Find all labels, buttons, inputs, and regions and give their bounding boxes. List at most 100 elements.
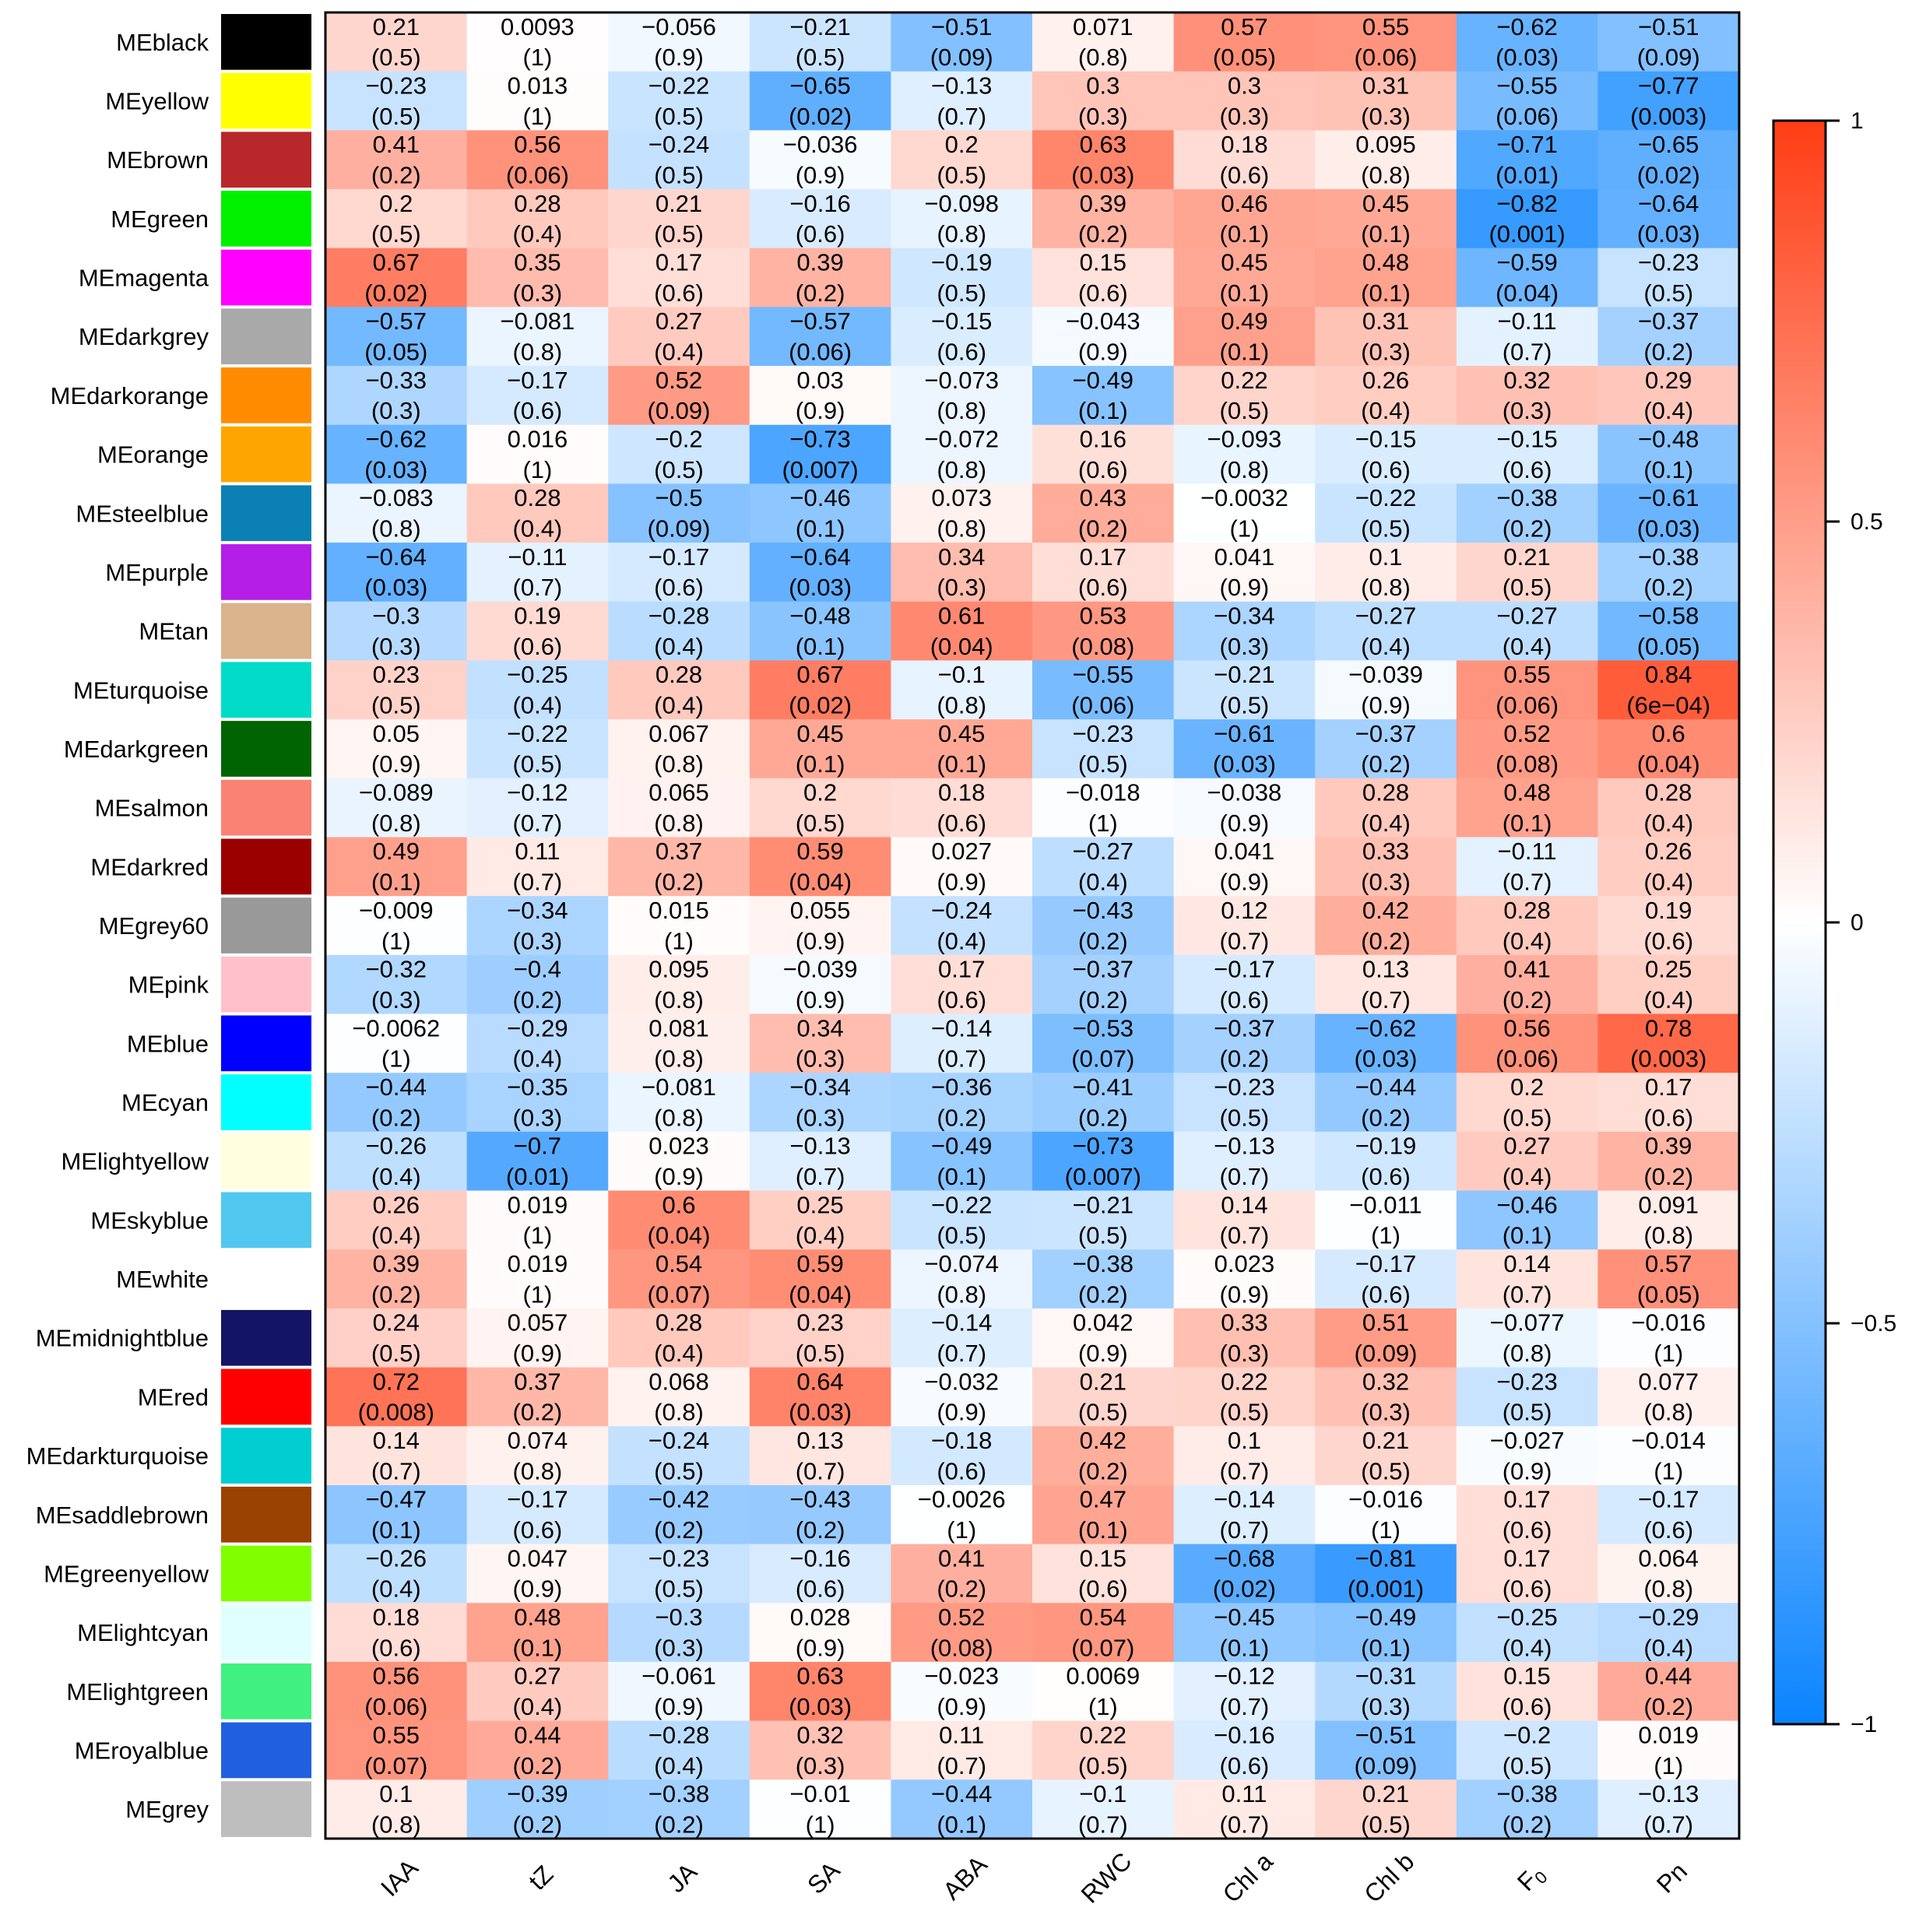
cell-correlation: 0.41 [373, 131, 420, 158]
heatmap-cell [1315, 248, 1457, 307]
heatmap-cell [1032, 130, 1175, 190]
cell-pvalue: (0.8) [1220, 456, 1270, 483]
heatmap-cell [1456, 1484, 1598, 1545]
module-label: MEred [138, 1383, 209, 1410]
module-swatch [221, 1074, 311, 1130]
heatmap-cell [466, 307, 609, 367]
cell-correlation: 0.42 [1080, 1427, 1126, 1454]
cell-correlation: 0.2 [1510, 1073, 1544, 1101]
cell-pvalue: (0.9) [937, 1399, 986, 1426]
cell-pvalue: (0.8) [937, 220, 986, 248]
cell-correlation: 0.67 [373, 248, 420, 276]
cell-correlation: 0.33 [1221, 1309, 1267, 1337]
cell-pvalue: (0.4) [654, 633, 704, 660]
heatmap-cell [466, 248, 609, 307]
cell-correlation: 0.39 [1645, 1133, 1692, 1160]
cell-pvalue: (0.3) [1220, 633, 1270, 660]
cell-correlation: 0.073 [931, 484, 992, 511]
heatmap-cell [466, 483, 609, 543]
heatmap-cell [1315, 1720, 1457, 1780]
heatmap-cell [1597, 719, 1740, 779]
cell-correlation: −0.009 [359, 897, 434, 924]
heatmap-cell [1032, 1013, 1175, 1073]
cell-correlation: −0.38 [1496, 484, 1557, 511]
cell-pvalue: (0.04) [789, 869, 852, 896]
cell-correlation: 0.39 [796, 248, 843, 276]
cell-pvalue: (0.2) [1503, 515, 1552, 543]
heatmap-cell [1456, 366, 1598, 426]
colorbar: 1 0.5 0 −0.5 −1 [1772, 108, 1896, 1737]
heatmap-cell [1597, 1308, 1740, 1368]
module-swatch [221, 191, 311, 247]
heatmap-cell [891, 424, 1033, 484]
cell-pvalue: (0.7) [1220, 1163, 1270, 1190]
heatmap-cell [1173, 1367, 1316, 1427]
cell-correlation: −0.55 [1073, 661, 1133, 688]
heatmap-cell [891, 778, 1033, 838]
trait-label: RWC [1075, 1847, 1137, 1909]
cell-pvalue: (0.9) [796, 161, 845, 188]
heatmap-cell [1456, 307, 1598, 367]
heatmap-cell [749, 1544, 891, 1604]
module-label: MEskyblue [90, 1207, 209, 1234]
heatmap-cell [891, 189, 1033, 249]
cell-correlation: −0.57 [789, 307, 850, 335]
cell-correlation: −0.49 [931, 1133, 992, 1160]
cell-correlation: −0.39 [507, 1780, 568, 1807]
cell-pvalue: (0.7) [1503, 338, 1552, 365]
cell-correlation: 0.019 [1638, 1721, 1699, 1748]
heatmap-cell [608, 896, 750, 956]
cell-pvalue: (0.03) [789, 574, 852, 601]
cell-pvalue: (0.9) [654, 1163, 704, 1190]
cell-correlation: −0.077 [1490, 1309, 1565, 1337]
cell-pvalue: (0.8) [937, 692, 986, 719]
cell-correlation: 0.14 [373, 1427, 420, 1454]
cell-correlation: −0.12 [1214, 1663, 1274, 1690]
cell-correlation: 0.23 [373, 661, 420, 688]
cell-correlation: 0.33 [1362, 838, 1409, 865]
heatmap-cell [1315, 954, 1457, 1015]
heatmap-cell [466, 1720, 609, 1780]
cell-pvalue: (0.6) [937, 986, 986, 1013]
cell-pvalue: (0.9) [796, 986, 845, 1013]
cell-correlation: 0.21 [655, 190, 702, 217]
heatmap-cell [749, 719, 891, 779]
heatmap-cell [466, 1779, 609, 1839]
cell-pvalue: (0.2) [1078, 1104, 1128, 1131]
module-label: MEblue [127, 1030, 209, 1057]
cell-correlation: −0.22 [507, 720, 568, 747]
cell-pvalue: (0.1) [1361, 279, 1411, 307]
cell-pvalue: (0.9) [796, 397, 845, 424]
heatmap-cell [749, 189, 891, 249]
heatmap-cell [325, 837, 468, 897]
heatmap-cell [749, 1013, 891, 1073]
heatmap-cell [325, 954, 468, 1015]
cell-pvalue: (0.6) [1503, 456, 1552, 483]
cell-pvalue: (0.09) [930, 44, 993, 71]
module-label: MEgrey60 [99, 912, 209, 940]
cell-pvalue: (0.2) [513, 986, 563, 1013]
cell-correlation: 0.27 [1503, 1133, 1550, 1160]
cell-pvalue: (0.8) [1643, 1399, 1693, 1426]
heatmap-cell [1315, 1603, 1457, 1663]
cell-correlation: −0.37 [1638, 307, 1699, 335]
heatmap-cell [1173, 366, 1316, 426]
cell-correlation: −0.17 [648, 543, 709, 571]
cell-pvalue: (0.3) [513, 279, 563, 307]
heatmap-cell [1597, 130, 1740, 190]
cell-pvalue: (0.3) [1361, 1693, 1411, 1720]
heatmap-cell [325, 130, 468, 190]
cell-correlation: 0.16 [1080, 425, 1126, 452]
cell-correlation: 0.57 [1221, 13, 1267, 40]
cell-correlation: 0.44 [1645, 1663, 1692, 1690]
cell-correlation: 0.15 [1080, 248, 1126, 276]
cell-correlation: −0.34 [1214, 602, 1274, 630]
heatmap-cell [608, 1720, 750, 1780]
heatmap-cell [1456, 543, 1598, 602]
cell-pvalue: (0.6) [937, 338, 986, 365]
cell-correlation: 0.17 [1503, 1486, 1550, 1513]
cell-correlation: 0.27 [655, 307, 702, 335]
heatmap-cell [1173, 1249, 1316, 1309]
cell-pvalue: (0.1) [371, 869, 421, 896]
cell-correlation: 0.25 [796, 1191, 843, 1218]
